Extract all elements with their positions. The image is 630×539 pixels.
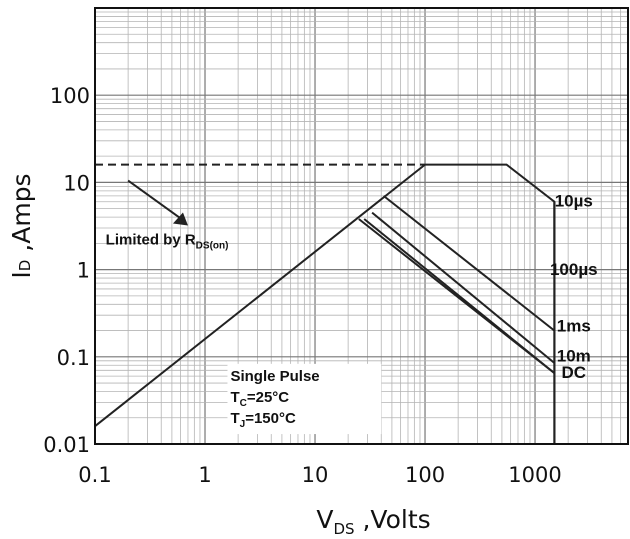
series-line	[371, 211, 556, 364]
y-axis-label: ID ,Amps	[7, 173, 36, 278]
series-line	[425, 163, 556, 276]
rds-on-limit-line	[94, 163, 426, 427]
rds-arrow-line	[127, 179, 184, 221]
limited-by-rds-note: Limited by RDS(on)	[106, 231, 229, 251]
series-line	[382, 195, 556, 332]
plot-frame	[94, 7, 629, 445]
pulse-note-line: Single Pulse	[230, 368, 319, 385]
pulse-note-line: TC=25°C	[230, 389, 289, 409]
x-tick-label: 1000	[508, 463, 561, 487]
curve-label: 10µs	[555, 191, 593, 210]
curve-label: 100µs	[550, 260, 598, 279]
pulse-note-line: TJ=150°C	[230, 410, 296, 430]
y-tick-label: 0.1	[57, 346, 90, 370]
pulse-note-background	[227, 363, 382, 435]
curves	[94, 163, 556, 444]
y-tick-label: 10	[63, 171, 90, 195]
curve-label: DC	[561, 363, 586, 382]
x-tick-label: 0.1	[78, 463, 111, 487]
y-tick-label: 0.01	[43, 433, 90, 457]
curve-label: 1ms	[557, 317, 591, 336]
x-tick-label: 10	[302, 463, 329, 487]
tick-labels: 0.1 1 10 100 1000 0.01 0.1 1 10 100	[43, 84, 562, 487]
axis-labels: VDS ,Volts ID ,Amps	[7, 173, 431, 538]
x-tick-label: 100	[405, 463, 445, 487]
x-tick-label: 1	[198, 463, 211, 487]
y-tick-label: 100	[50, 84, 90, 108]
series-line	[358, 218, 556, 374]
x-axis-label: VDS ,Volts	[316, 505, 430, 538]
rds-arrow-head	[172, 212, 188, 226]
y-tick-label: 1	[77, 259, 90, 283]
curve-label: 10m	[557, 347, 591, 366]
